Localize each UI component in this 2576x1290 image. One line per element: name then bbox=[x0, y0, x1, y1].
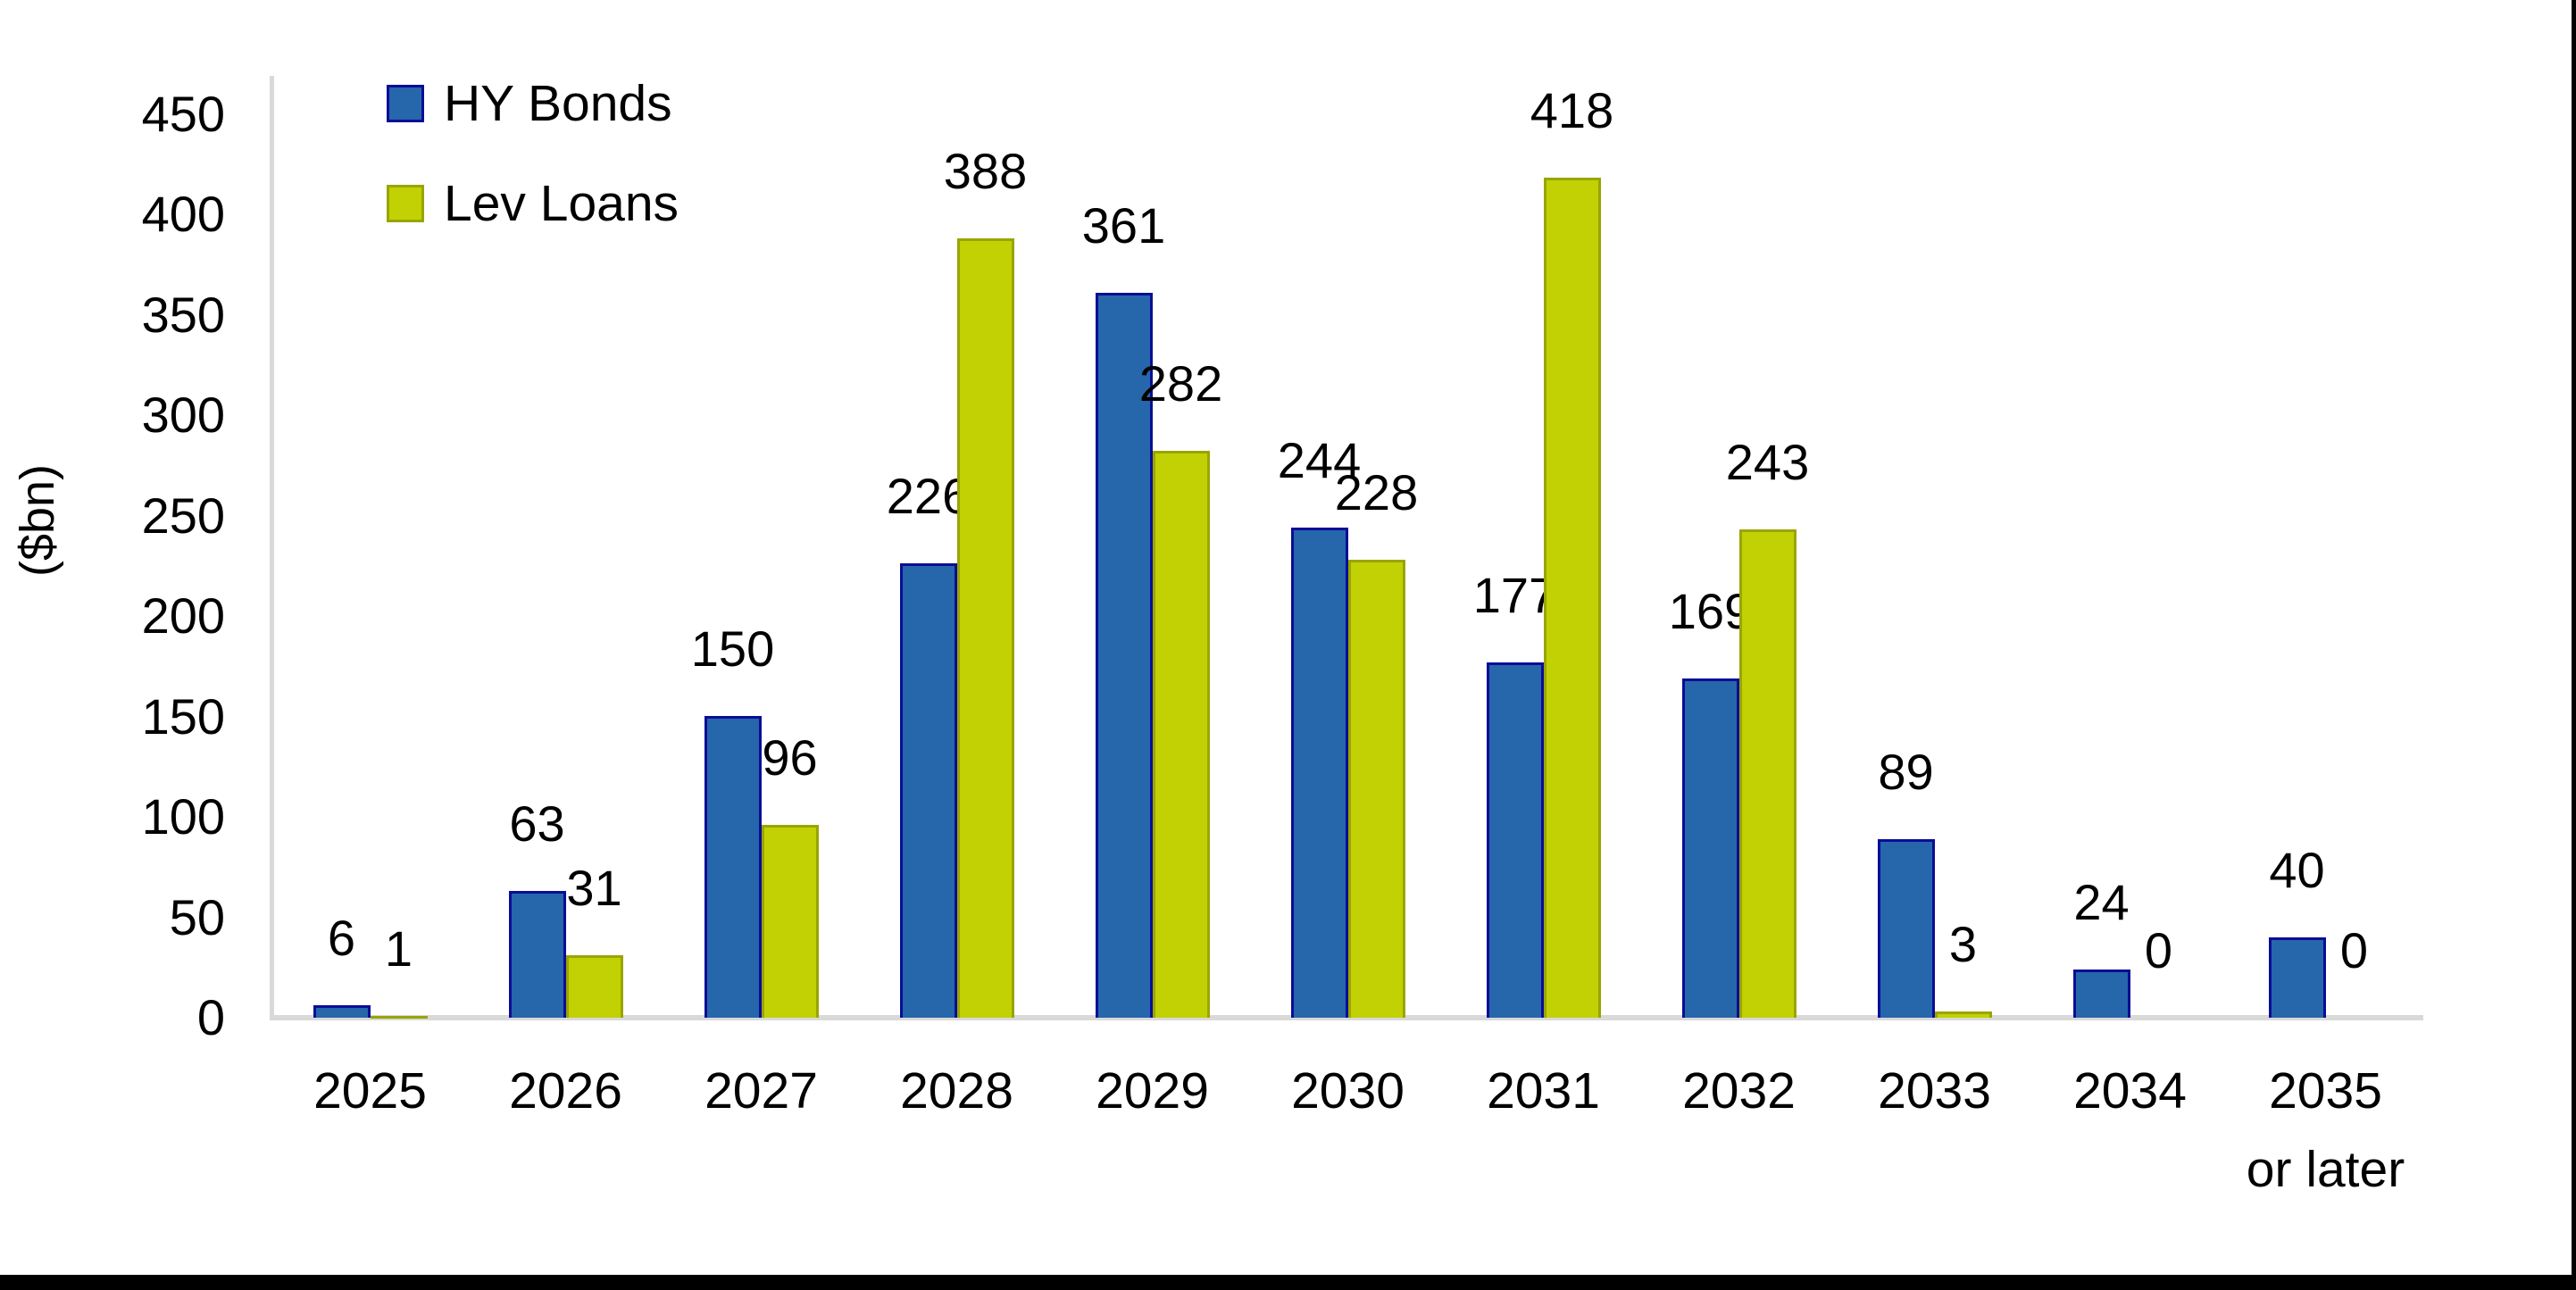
bar-lev-loans-2029 bbox=[1152, 451, 1210, 1018]
bar-hy-bonds-2029 bbox=[1095, 293, 1153, 1018]
data-label-hy-bonds-2034: 24 bbox=[2073, 874, 2130, 930]
bar-lev-loans-2031 bbox=[1543, 178, 1601, 1018]
data-label-lev-loans-2025: 1 bbox=[384, 920, 413, 977]
legend-item-lev-loans: Lev Loans bbox=[387, 175, 679, 232]
data-label-lev-loans-2034: 0 bbox=[2144, 922, 2173, 978]
x-tick-label-2031: 2031 bbox=[1487, 1062, 1600, 1119]
data-label-lev-loans-2033: 3 bbox=[1948, 916, 1978, 972]
data-label-hy-bonds-2033: 89 bbox=[1878, 744, 1934, 800]
y-tick-label-250: 250 bbox=[141, 487, 225, 544]
data-label-hy-bonds-2031: 177 bbox=[1472, 567, 1557, 623]
data-label-hy-bonds-2027: 150 bbox=[690, 620, 775, 677]
y-tick-label-0: 0 bbox=[196, 989, 225, 1045]
x-tick-label-2028: 2028 bbox=[900, 1062, 1013, 1119]
x-tick-sublabel-2035: or later bbox=[2246, 1141, 2405, 1198]
data-label-lev-loans-2035: 0 bbox=[2339, 922, 2369, 978]
x-tick-label-2034: 2034 bbox=[2073, 1062, 2187, 1119]
image-right-border bbox=[2572, 0, 2576, 1290]
bar-hy-bonds-2031 bbox=[1486, 662, 1544, 1018]
x-tick-label-2025: 2025 bbox=[313, 1062, 427, 1119]
bar-hy-bonds-2025 bbox=[313, 1005, 371, 1018]
data-label-lev-loans-2026: 31 bbox=[566, 860, 622, 916]
data-label-lev-loans-2029: 282 bbox=[1138, 355, 1223, 412]
bar-hy-bonds-2027 bbox=[704, 716, 762, 1018]
legend-label-lev-loans: Lev Loans bbox=[444, 175, 679, 232]
bar-hy-bonds-2033 bbox=[1877, 839, 1935, 1018]
legend-label-hy-bonds: HY Bonds bbox=[444, 75, 672, 132]
x-tick-label-2033: 2033 bbox=[1878, 1062, 1991, 1119]
bar-hy-bonds-2026 bbox=[508, 891, 566, 1018]
bar-lev-loans-2030 bbox=[1347, 560, 1405, 1018]
bar-hy-bonds-2034 bbox=[2072, 970, 2130, 1018]
bar-hy-bonds-2030 bbox=[1290, 528, 1348, 1018]
x-tick-label-2026: 2026 bbox=[509, 1062, 622, 1119]
data-label-hy-bonds-2025: 6 bbox=[327, 910, 356, 966]
bar-hy-bonds-2035 bbox=[2268, 937, 2326, 1018]
bar-lev-loans-2028 bbox=[956, 238, 1014, 1018]
bar-lev-loans-2033 bbox=[1934, 1011, 1992, 1018]
x-tick-label-2035: 2035 bbox=[2269, 1062, 2382, 1119]
x-tick-label-2027: 2027 bbox=[704, 1062, 818, 1119]
legend-swatch-lev-loans bbox=[387, 185, 424, 222]
y-tick-label-100: 100 bbox=[141, 788, 225, 845]
data-label-hy-bonds-2035: 40 bbox=[2269, 842, 2325, 898]
bar-hy-bonds-2032 bbox=[1681, 678, 1739, 1018]
bar-hy-bonds-2028 bbox=[899, 563, 957, 1018]
legend-item-hy-bonds: HY Bonds bbox=[387, 75, 679, 132]
data-label-hy-bonds-2026: 63 bbox=[509, 795, 565, 852]
y-tick-label-200: 200 bbox=[141, 587, 225, 644]
x-tick-label-2030: 2030 bbox=[1291, 1062, 1405, 1119]
data-label-lev-loans-2031: 418 bbox=[1530, 82, 1614, 138]
x-tick-label-2032: 2032 bbox=[1682, 1062, 1796, 1119]
data-label-lev-loans-2030: 228 bbox=[1334, 464, 1419, 520]
bar-lev-loans-2032 bbox=[1738, 529, 1797, 1018]
legend-swatch-hy-bonds bbox=[387, 85, 424, 122]
data-label-hy-bonds-2028: 226 bbox=[886, 468, 971, 524]
y-tick-label-350: 350 bbox=[141, 286, 225, 343]
data-label-hy-bonds-2032: 169 bbox=[1668, 583, 1753, 639]
data-label-lev-loans-2028: 388 bbox=[943, 143, 1028, 199]
y-tick-label-50: 50 bbox=[169, 888, 225, 945]
x-tick-label-2029: 2029 bbox=[1096, 1062, 1209, 1119]
y-tick-label-400: 400 bbox=[141, 186, 225, 242]
bar-lev-loans-2027 bbox=[761, 825, 819, 1018]
y-tick-label-150: 150 bbox=[141, 687, 225, 745]
y-tick-label-450: 450 bbox=[141, 85, 225, 142]
data-label-hy-bonds-2029: 361 bbox=[1081, 197, 1166, 254]
data-label-hy-bonds-2030: 244 bbox=[1277, 432, 1362, 488]
legend: HY Bonds Lev Loans bbox=[387, 75, 679, 232]
bar-lev-loans-2026 bbox=[565, 955, 623, 1018]
image-bottom-border bbox=[0, 1275, 2576, 1290]
bar-lev-loans-2025 bbox=[370, 1016, 428, 1019]
data-label-lev-loans-2032: 243 bbox=[1725, 434, 1810, 490]
y-tick-label-300: 300 bbox=[141, 387, 225, 443]
data-label-lev-loans-2027: 96 bbox=[762, 729, 818, 786]
x-axis-line bbox=[270, 1015, 2423, 1020]
y-axis-line bbox=[270, 76, 274, 1020]
